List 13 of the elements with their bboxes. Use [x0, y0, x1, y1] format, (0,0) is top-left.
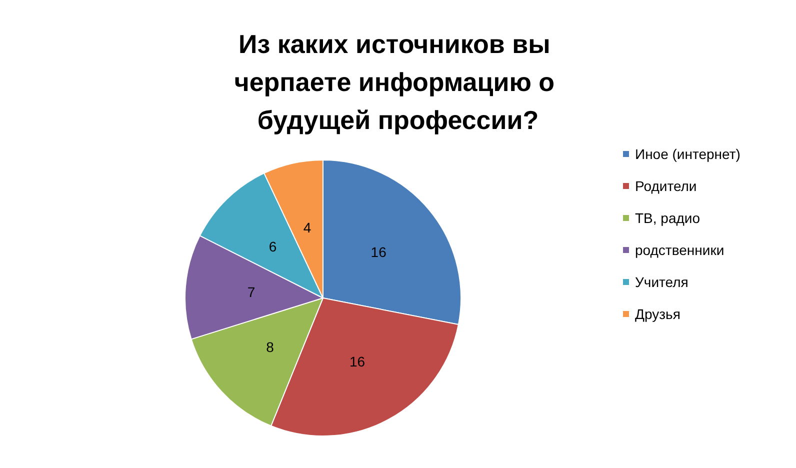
data-label: 4 [303, 220, 312, 236]
legend-label: Учителя [635, 274, 688, 290]
data-label: 16 [370, 244, 387, 260]
data-label: 6 [268, 238, 277, 254]
data-label: 7 [247, 284, 256, 300]
legend-label: Иное (интернет) [635, 146, 740, 162]
chart-title: Из каких источников вы черпаете информацию о будущей профессии? [234, 29, 562, 135]
legend-label: Друзья [635, 306, 680, 322]
legend-label: родственники [635, 242, 724, 258]
data-label: 8 [266, 338, 274, 355]
legend-label: Родители [635, 178, 697, 194]
legend-label: ТВ, радио [635, 210, 700, 226]
data-label: 16 [349, 353, 366, 370]
